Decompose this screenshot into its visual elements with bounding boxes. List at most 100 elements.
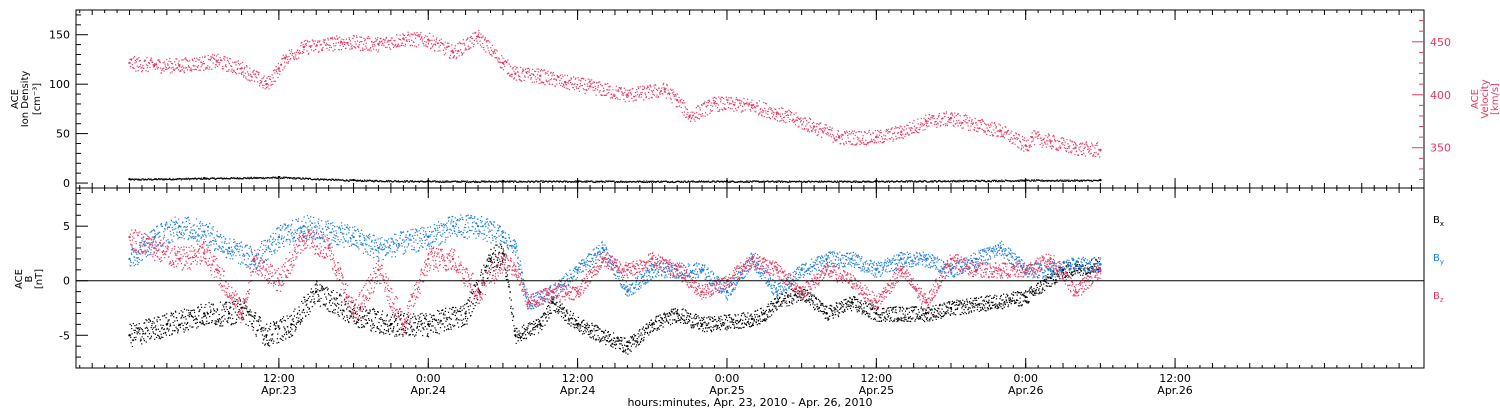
top-ytick-label: 0 — [63, 177, 70, 190]
top-series-1-point — [377, 42, 380, 46]
by-point — [352, 235, 355, 239]
top-series-1-point — [277, 67, 281, 70]
top-ytick-label: 150 — [49, 29, 70, 42]
bz-point — [526, 301, 530, 304]
xtick-date-label: Apr.26 — [1157, 384, 1193, 397]
top-series-1-point — [949, 116, 953, 120]
bz-point — [576, 290, 579, 293]
bottom-ylabel-line1: ACE — [14, 269, 25, 289]
bz-point — [800, 290, 803, 293]
bz-point — [128, 235, 131, 239]
by-point — [1049, 268, 1052, 272]
top-ylabel-line2: Ion Density — [20, 71, 31, 128]
bz-point — [514, 268, 517, 272]
bx-point — [1024, 295, 1027, 299]
bottom-ytick-label: 0 — [63, 275, 70, 288]
xtick-date-label: Apr.23 — [261, 384, 297, 397]
by-point — [924, 257, 928, 261]
bx-point — [501, 252, 505, 255]
bx-point — [290, 323, 293, 326]
bz-point — [924, 301, 928, 304]
bx-point — [265, 334, 268, 337]
top-y2label-unit: [km/s] — [1490, 83, 1500, 115]
bx-point — [750, 317, 754, 321]
bz-label: Bz — [1433, 291, 1444, 304]
xtick-date-label: Apr.25 — [859, 384, 895, 397]
bottom-ylabel: ACE B [nT] — [14, 269, 45, 289]
by-point — [651, 268, 654, 272]
bx-label: Bx — [1433, 215, 1444, 228]
xtick-time-label: 0:00 — [715, 372, 740, 385]
bz-point — [1049, 257, 1052, 261]
top-y2tick-label: 400 — [1430, 89, 1451, 102]
bottom-ytick-label: 5 — [63, 220, 70, 233]
top-series-1-point — [539, 74, 542, 77]
by-point — [277, 235, 281, 239]
top-y2tick-label: 450 — [1430, 36, 1451, 49]
bz-point — [402, 323, 405, 326]
xtick-time-label: 0:00 — [416, 372, 441, 385]
bottom-ylabel-unit: [nT] — [34, 269, 45, 289]
xtick-date-label: Apr.25 — [709, 384, 745, 397]
top-series-1-point — [178, 63, 181, 67]
bx-point — [464, 312, 467, 315]
by-point — [128, 257, 131, 261]
xtick-date-label: Apr.26 — [1008, 384, 1044, 397]
bx-cloud — [129, 244, 1102, 355]
by-point — [875, 268, 878, 272]
xtick-date-label: Apr.24 — [560, 384, 596, 397]
top-y2label: ACE Velocity [km/s] — [1470, 79, 1500, 118]
by-point — [501, 235, 505, 239]
top-series-1-point — [215, 59, 218, 63]
by-point — [775, 290, 778, 293]
by-label: By — [1433, 253, 1444, 266]
by-point — [514, 246, 517, 250]
xtick-time-label: 12:00 — [1159, 372, 1191, 385]
bx-point — [850, 301, 853, 304]
top-ylabel-line1: ACE — [10, 89, 21, 109]
bz-point — [153, 246, 156, 250]
top-ytick-label: 100 — [49, 78, 70, 91]
top-ylabel-unit: [cm⁻³] — [32, 83, 43, 115]
top-series-1-point — [1074, 146, 1077, 149]
top-series-0-cloud — [129, 176, 1101, 184]
top-series-1-point — [588, 85, 592, 88]
top-series-1-cloud — [129, 29, 1102, 158]
top-panel-data — [128, 29, 1102, 184]
bottom-ylabel-line2: B — [24, 275, 35, 282]
bx-point — [489, 257, 492, 261]
by-point — [476, 224, 480, 228]
top-series-1-point — [713, 102, 716, 105]
xtick-time-label: 12:00 — [562, 372, 594, 385]
xtick-time-label: 12:00 — [263, 372, 295, 385]
bz-point — [825, 268, 828, 272]
bz-point — [601, 257, 604, 261]
xtick-time-label: 12:00 — [860, 372, 892, 385]
top-series-1-point — [451, 51, 455, 54]
top-series-1-point — [128, 61, 131, 65]
bottom-ytick-label: -5 — [59, 329, 70, 342]
x-axis-title: hours:minutes, Apr. 23, 2010 - Apr. 26, … — [627, 396, 872, 409]
top-y2label-line1: ACE — [1470, 89, 1481, 109]
bx-point — [675, 312, 679, 315]
by-point — [601, 246, 604, 250]
top-ytick-label: 50 — [56, 128, 70, 141]
axes-ticks: 050100150350400450-50512:00Apr.230:00Apr… — [49, 10, 1451, 397]
xtick-time-label: 0:00 — [1013, 372, 1038, 385]
bottom-panel-frame — [75, 187, 1425, 369]
bz-point — [302, 235, 305, 239]
top-y2label-line2: Velocity — [1480, 79, 1491, 118]
top-y2tick-label: 350 — [1430, 142, 1451, 155]
by-point — [227, 246, 231, 250]
bx-point — [203, 312, 206, 315]
top-series-1-point — [1049, 140, 1052, 143]
bz-point — [1074, 290, 1077, 293]
top-series-1-point — [900, 130, 903, 134]
b-component-labels: Bx By Bz — [1433, 215, 1444, 304]
bz-point — [327, 246, 330, 250]
top-ylabel: ACE Ion Density [cm⁻³] — [10, 71, 43, 128]
xtick-date-label: Apr.24 — [410, 384, 446, 397]
bz-point — [476, 290, 480, 293]
top-series-1-point — [924, 120, 928, 123]
